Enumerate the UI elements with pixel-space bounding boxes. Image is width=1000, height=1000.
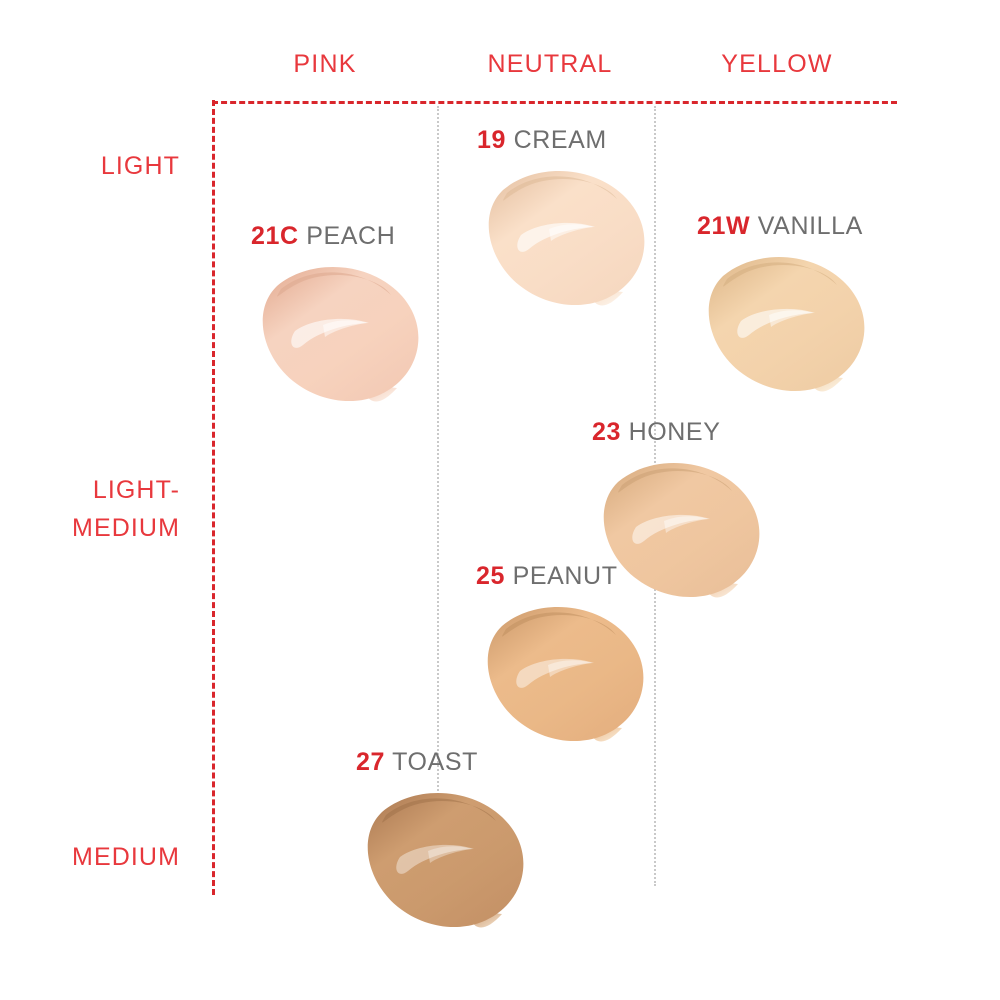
swatch-group-toast[interactable]: 27 TOAST (342, 748, 572, 939)
swatch-art-toast (367, 793, 524, 928)
row-label-light: LIGHT (100, 152, 180, 180)
swatch-code-cream: 19 (477, 126, 507, 154)
column-divider-pink-neutral (437, 106, 439, 886)
row-label-medium: MEDIUM (72, 843, 180, 871)
swatch-code-peanut: 25 (476, 562, 506, 590)
swatch-code-toast: 27 (356, 748, 386, 776)
swatch-name-cream: CREAM (513, 126, 607, 154)
swatch-art-honey (603, 463, 760, 598)
swatch-label-toast: 27 TOAST (356, 748, 572, 777)
column-header-yellow: YELLOW (721, 50, 833, 78)
swatch-art-peanut (487, 607, 644, 742)
swatch-art-cream (488, 171, 645, 306)
swatch-group-peanut[interactable]: 25 PEANUT (462, 562, 692, 753)
row-label-light-medium: LIGHT- MEDIUM (72, 476, 180, 542)
swatch-label-vanilla: 21W VANILLA (697, 212, 913, 241)
swatch-art-peach (262, 267, 419, 402)
swatch-code-vanilla: 21W (697, 212, 751, 240)
swatch-group-peach[interactable]: 21C PEACH (237, 222, 467, 413)
swatch-group-honey[interactable]: 23 HONEY (578, 418, 808, 609)
swatch-code-peach: 21C (251, 222, 299, 250)
left-axis-dashed-line (212, 100, 215, 895)
swatch-name-peach: PEACH (306, 222, 396, 250)
swatch-label-peach: 21C PEACH (251, 222, 467, 251)
top-axis-dashed-line (212, 101, 897, 104)
column-header-neutral: NEUTRAL (487, 50, 613, 78)
swatch-label-peanut: 25 PEANUT (476, 562, 692, 591)
swatch-art-vanilla (708, 257, 865, 392)
swatch-label-honey: 23 HONEY (592, 418, 808, 447)
swatch-label-cream: 19 CREAM (477, 126, 693, 155)
swatch-group-vanilla[interactable]: 21W VANILLA (683, 212, 913, 403)
swatch-group-cream[interactable]: 19 CREAM (463, 126, 693, 317)
swatch-name-toast: TOAST (392, 748, 479, 776)
swatch-code-honey: 23 (592, 418, 622, 446)
column-header-pink: PINK (293, 50, 357, 78)
swatch-name-vanilla: VANILLA (757, 212, 863, 240)
swatch-name-peanut: PEANUT (512, 562, 618, 590)
swatch-name-honey: HONEY (628, 418, 721, 446)
